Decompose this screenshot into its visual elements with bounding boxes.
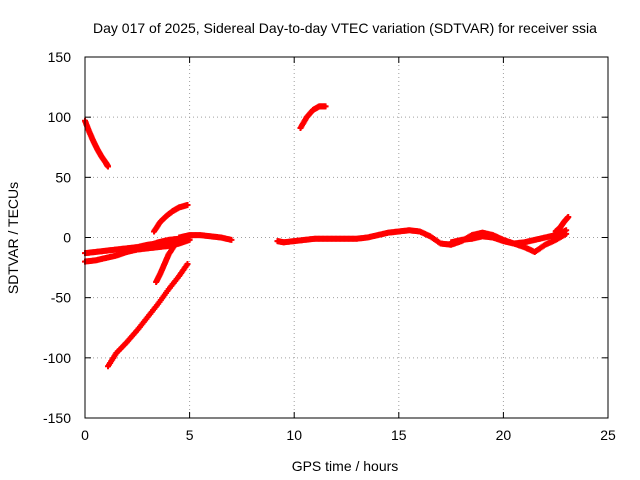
series-arc-l [552, 214, 572, 235]
y-axis-label: SDTVAR / TECUs [5, 182, 21, 294]
series-arc-h [176, 232, 235, 243]
data-point [565, 214, 572, 221]
chart-title: Day 017 of 2025, Sidereal Day-to-day VTE… [93, 20, 597, 36]
series-arc-a [82, 117, 112, 170]
y-tick-label: 100 [48, 109, 72, 125]
x-tick-label: 0 [81, 427, 89, 443]
series-arc-g [134, 236, 193, 253]
data-points [82, 103, 572, 370]
x-tick-label: 15 [391, 427, 407, 443]
data-point [184, 202, 191, 209]
series-arc-j [274, 227, 570, 255]
data-point [105, 163, 112, 170]
y-tick-label: -50 [51, 290, 71, 306]
data-point [228, 236, 235, 243]
axis-ticks: 0 5 10 15 20 25 -150 -100 -50 0 50 100 150 [43, 49, 616, 443]
series-arc-i [297, 103, 329, 131]
data-point [184, 260, 191, 267]
y-tick-label: 50 [55, 169, 71, 185]
y-tick-label: 0 [63, 230, 71, 246]
series-arc-b [105, 260, 191, 370]
series-arc-e [151, 202, 191, 235]
x-tick-label: 5 [186, 427, 194, 443]
x-axis-label: GPS time / hours [292, 458, 399, 474]
x-tick-label: 10 [286, 427, 302, 443]
y-tick-label: -100 [43, 350, 71, 366]
y-tick-label: -150 [43, 410, 71, 426]
x-tick-label: 25 [600, 427, 616, 443]
data-point [563, 227, 570, 234]
x-tick-label: 20 [496, 427, 512, 443]
data-point [322, 103, 329, 110]
y-tick-label: 150 [48, 49, 72, 65]
